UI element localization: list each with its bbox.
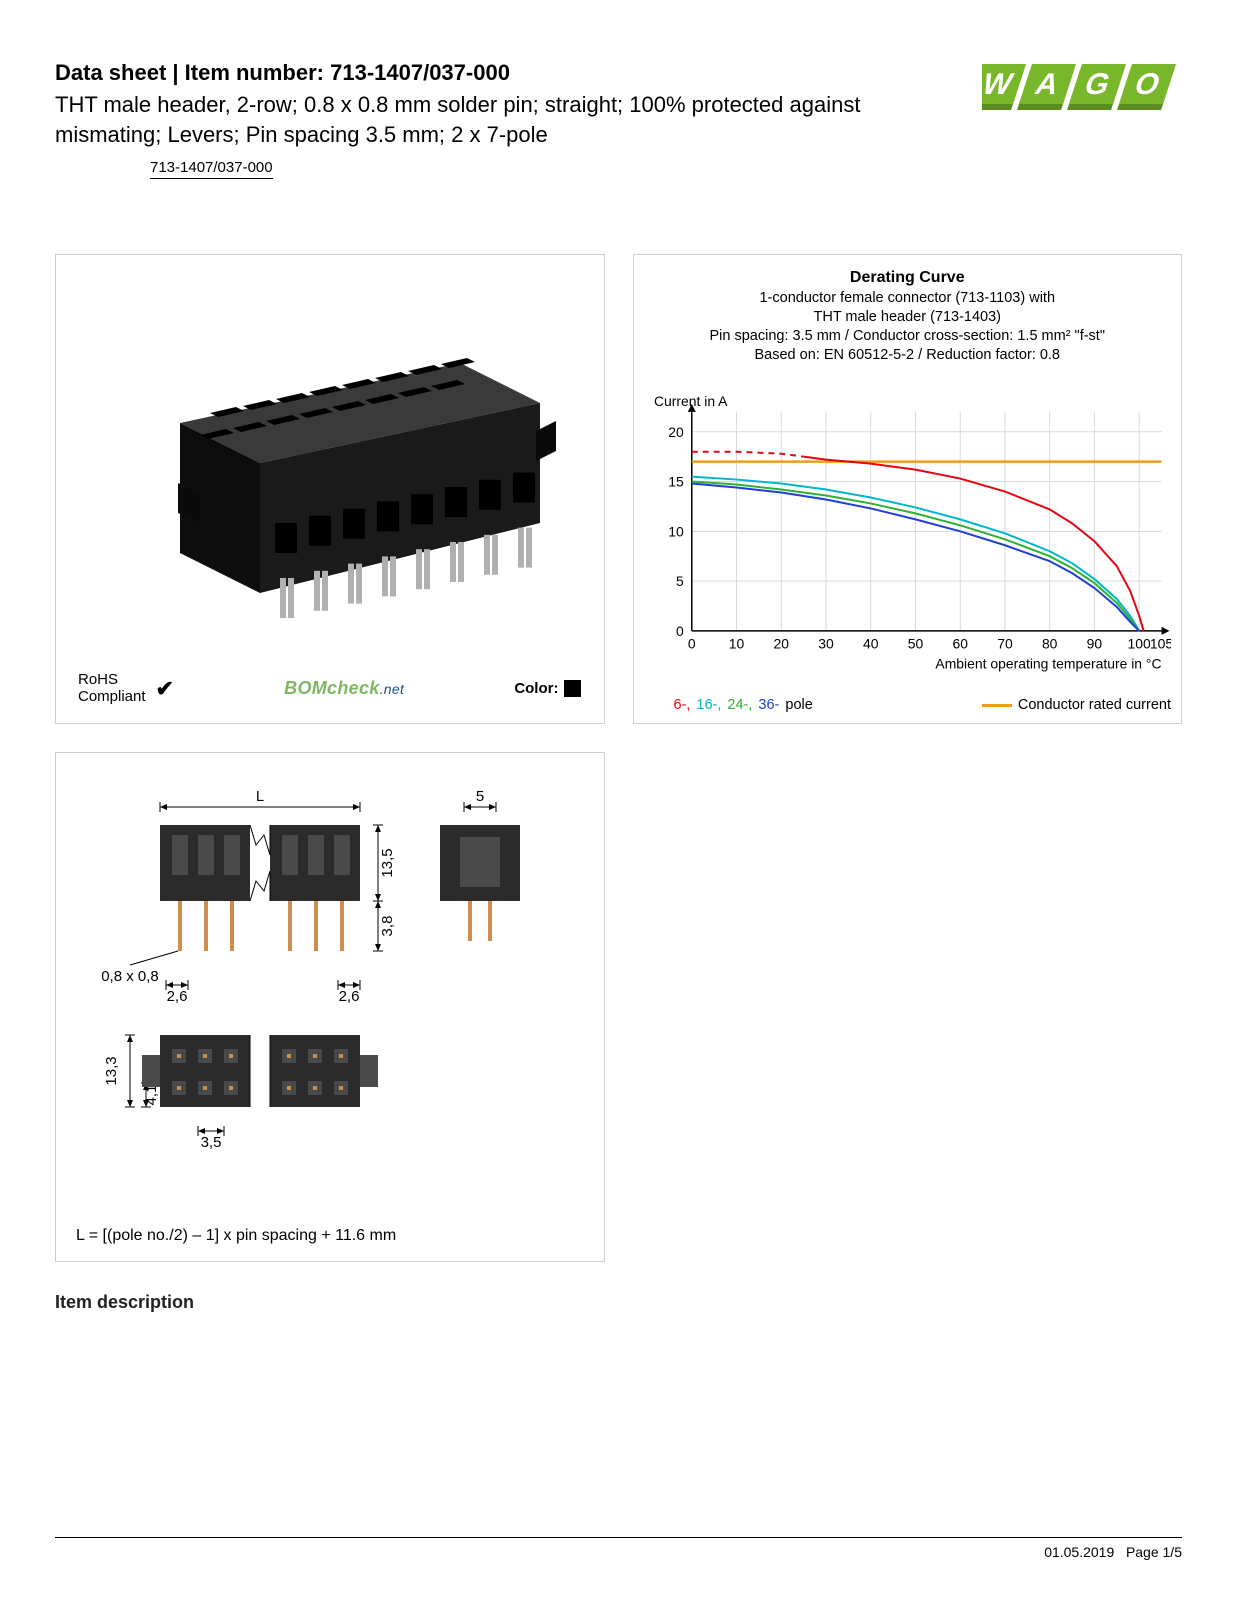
chart-sub3: Pin spacing: 3.5 mm / Conductor cross-se… <box>644 327 1172 346</box>
color-label: Color: <box>514 680 558 697</box>
svg-text:0,8 x 0,8: 0,8 x 0,8 <box>101 968 159 985</box>
svg-text:20: 20 <box>668 424 684 440</box>
drawing-image: L 13,5 3,8 0,8 x 0,8 2,6 2,6 5 13,3 <box>70 767 590 1223</box>
drawing-caption: L = [(pole no./2) – 1] x pin spacing + 1… <box>70 1223 590 1247</box>
page-footer: 01.05.2019 Page 1/5 <box>55 1537 1182 1560</box>
drawing-panel: L 13,5 3,8 0,8 x 0,8 2,6 2,6 5 13,3 <box>55 752 605 1262</box>
svg-text:2,6: 2,6 <box>167 988 188 1005</box>
wago-logo: W A G O <box>982 60 1182 112</box>
bomcheck-main: BOMcheck <box>284 678 379 698</box>
color-swatch <box>564 680 581 697</box>
svg-text:3,5: 3,5 <box>201 1134 222 1151</box>
bomcheck-suffix: .net <box>380 681 405 697</box>
svg-text:90: 90 <box>1086 636 1102 652</box>
title-item-number: 713-1407/037-000 <box>330 60 510 85</box>
legend-pole-suffix: pole <box>785 697 812 713</box>
product-footer: RoHS Compliant ✔ BOMcheck.net Color: <box>70 666 590 709</box>
rohs-text: RoHS Compliant <box>78 672 146 705</box>
title-line: Data sheet | Item number: 713-1407/037-0… <box>55 60 962 86</box>
svg-text:3,8: 3,8 <box>379 916 396 937</box>
rohs-line2: Compliant <box>78 689 146 706</box>
subtitle: THT male header, 2-row; 0.8 x 0.8 mm sol… <box>55 90 962 149</box>
product-image <box>70 269 590 666</box>
legend-16pole: 16-, <box>696 697 721 713</box>
product-panel: RoHS Compliant ✔ BOMcheck.net Color: <box>55 254 605 724</box>
legend-rated-line <box>982 704 1012 707</box>
svg-text:30: 30 <box>818 636 834 652</box>
svg-text:20: 20 <box>773 636 789 652</box>
svg-text:5: 5 <box>676 573 684 589</box>
header: Data sheet | Item number: 713-1407/037-0… <box>55 60 1182 179</box>
svg-text:40: 40 <box>862 636 878 652</box>
chart-sub4: Based on: EN 60512-5-2 / Reduction facto… <box>644 346 1172 365</box>
rohs-line1: RoHS <box>78 672 146 689</box>
panels-row: RoHS Compliant ✔ BOMcheck.net Color: Der… <box>55 254 1182 724</box>
svg-text:105: 105 <box>1149 636 1171 652</box>
title-prefix: Data sheet | Item number: <box>55 60 330 85</box>
part-number-link[interactable]: 713-1407/037-000 <box>150 159 273 179</box>
svg-text:70: 70 <box>997 636 1013 652</box>
legend-6pole: 6-, <box>674 697 691 713</box>
svg-text:80: 80 <box>1041 636 1057 652</box>
svg-text:4,1: 4,1 <box>143 1085 160 1106</box>
rohs-block: RoHS Compliant ✔ <box>78 672 174 705</box>
check-icon: ✔ <box>156 676 174 702</box>
legend-6-text: 6-, <box>674 697 691 713</box>
header-text-block: Data sheet | Item number: 713-1407/037-0… <box>55 60 962 179</box>
svg-text:Ambient operating temperature: Ambient operating temperature in °C <box>935 655 1161 671</box>
svg-text:0: 0 <box>676 623 684 639</box>
chart-area: Current in A0510152001020304050607080901… <box>644 373 1172 692</box>
svg-text:60: 60 <box>952 636 968 652</box>
svg-text:10: 10 <box>668 523 684 539</box>
legend-36-text: 36- <box>758 697 779 713</box>
legend-rated-label: Conductor rated current <box>1018 697 1171 713</box>
chart-sub1: 1-conductor female connector (713-1103) … <box>644 289 1172 308</box>
legend-24-text: 24-, <box>727 697 752 713</box>
svg-text:13,3: 13,3 <box>103 1057 120 1086</box>
svg-text:0: 0 <box>687 636 695 652</box>
svg-text:L: L <box>256 788 264 805</box>
chart-sub2: THT male header (713-1403) <box>644 308 1172 327</box>
svg-text:5: 5 <box>476 788 484 805</box>
legend-16-text: 16-, <box>696 697 721 713</box>
svg-text:13,5: 13,5 <box>379 849 396 878</box>
legend-36pole: 36- <box>758 697 779 713</box>
svg-text:15: 15 <box>668 473 684 489</box>
color-label-block: Color: <box>514 680 581 697</box>
footer-date: 01.05.2019 <box>1044 1544 1114 1560</box>
svg-text:100: 100 <box>1127 636 1150 652</box>
chart-panel: Derating Curve 1-conductor female connec… <box>633 254 1183 724</box>
chart-legend: 6-, 16-, 24-, 36- pole Conductor rated c… <box>644 697 1172 713</box>
footer-page: Page 1/5 <box>1126 1544 1182 1560</box>
svg-text:10: 10 <box>728 636 744 652</box>
bomcheck-logo: BOMcheck.net <box>284 678 404 699</box>
svg-text:2,6: 2,6 <box>339 988 360 1005</box>
chart-title: Derating Curve <box>644 269 1172 287</box>
legend-24pole: 24-, <box>727 697 752 713</box>
item-description-heading: Item description <box>55 1292 1182 1313</box>
svg-text:50: 50 <box>907 636 923 652</box>
